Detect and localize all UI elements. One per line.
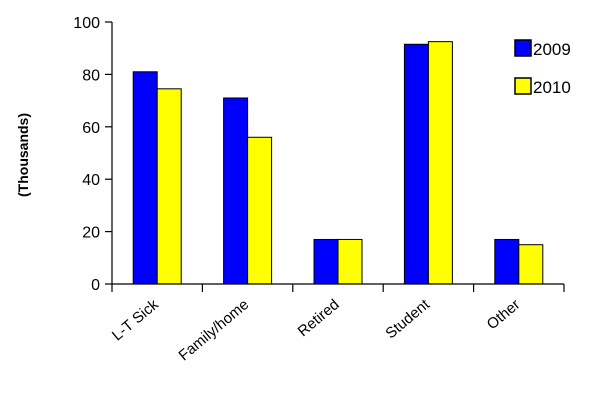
y-tick-label: 0 [91,277,100,294]
bar-2009-retired [313,238,339,285]
legend-swatch-2009 [514,39,532,57]
y-tick-label: 100 [73,15,100,32]
y-tick-label: 40 [82,172,100,189]
bar-2009-l-t-sick [132,71,158,285]
y-axis-title: (Thousands) [15,113,31,197]
legend-label-2010: 2010 [533,78,571,97]
bar-2009-family-home [223,97,249,285]
legend-label-2009: 2009 [533,40,571,59]
bar-2010-student [427,41,453,285]
y-tick-label: 20 [82,225,100,242]
bar-2010-l-t-sick [156,88,182,285]
bar-2010-family-home [247,136,273,285]
x-category-label: Family/home [175,296,252,364]
legend-swatch-2010 [514,77,532,95]
x-category-label: Other [484,296,524,333]
bar-2009-student [403,43,429,285]
bar-2010-retired [337,238,363,285]
bar-2010-other [518,244,544,285]
x-category-label: Retired [295,296,343,340]
bar-2009-other [494,238,520,285]
y-tick-label: 60 [82,120,100,137]
x-category-label: Student [382,296,433,343]
x-category-label: L-T Sick [109,296,162,345]
y-tick-label: 80 [82,67,100,84]
